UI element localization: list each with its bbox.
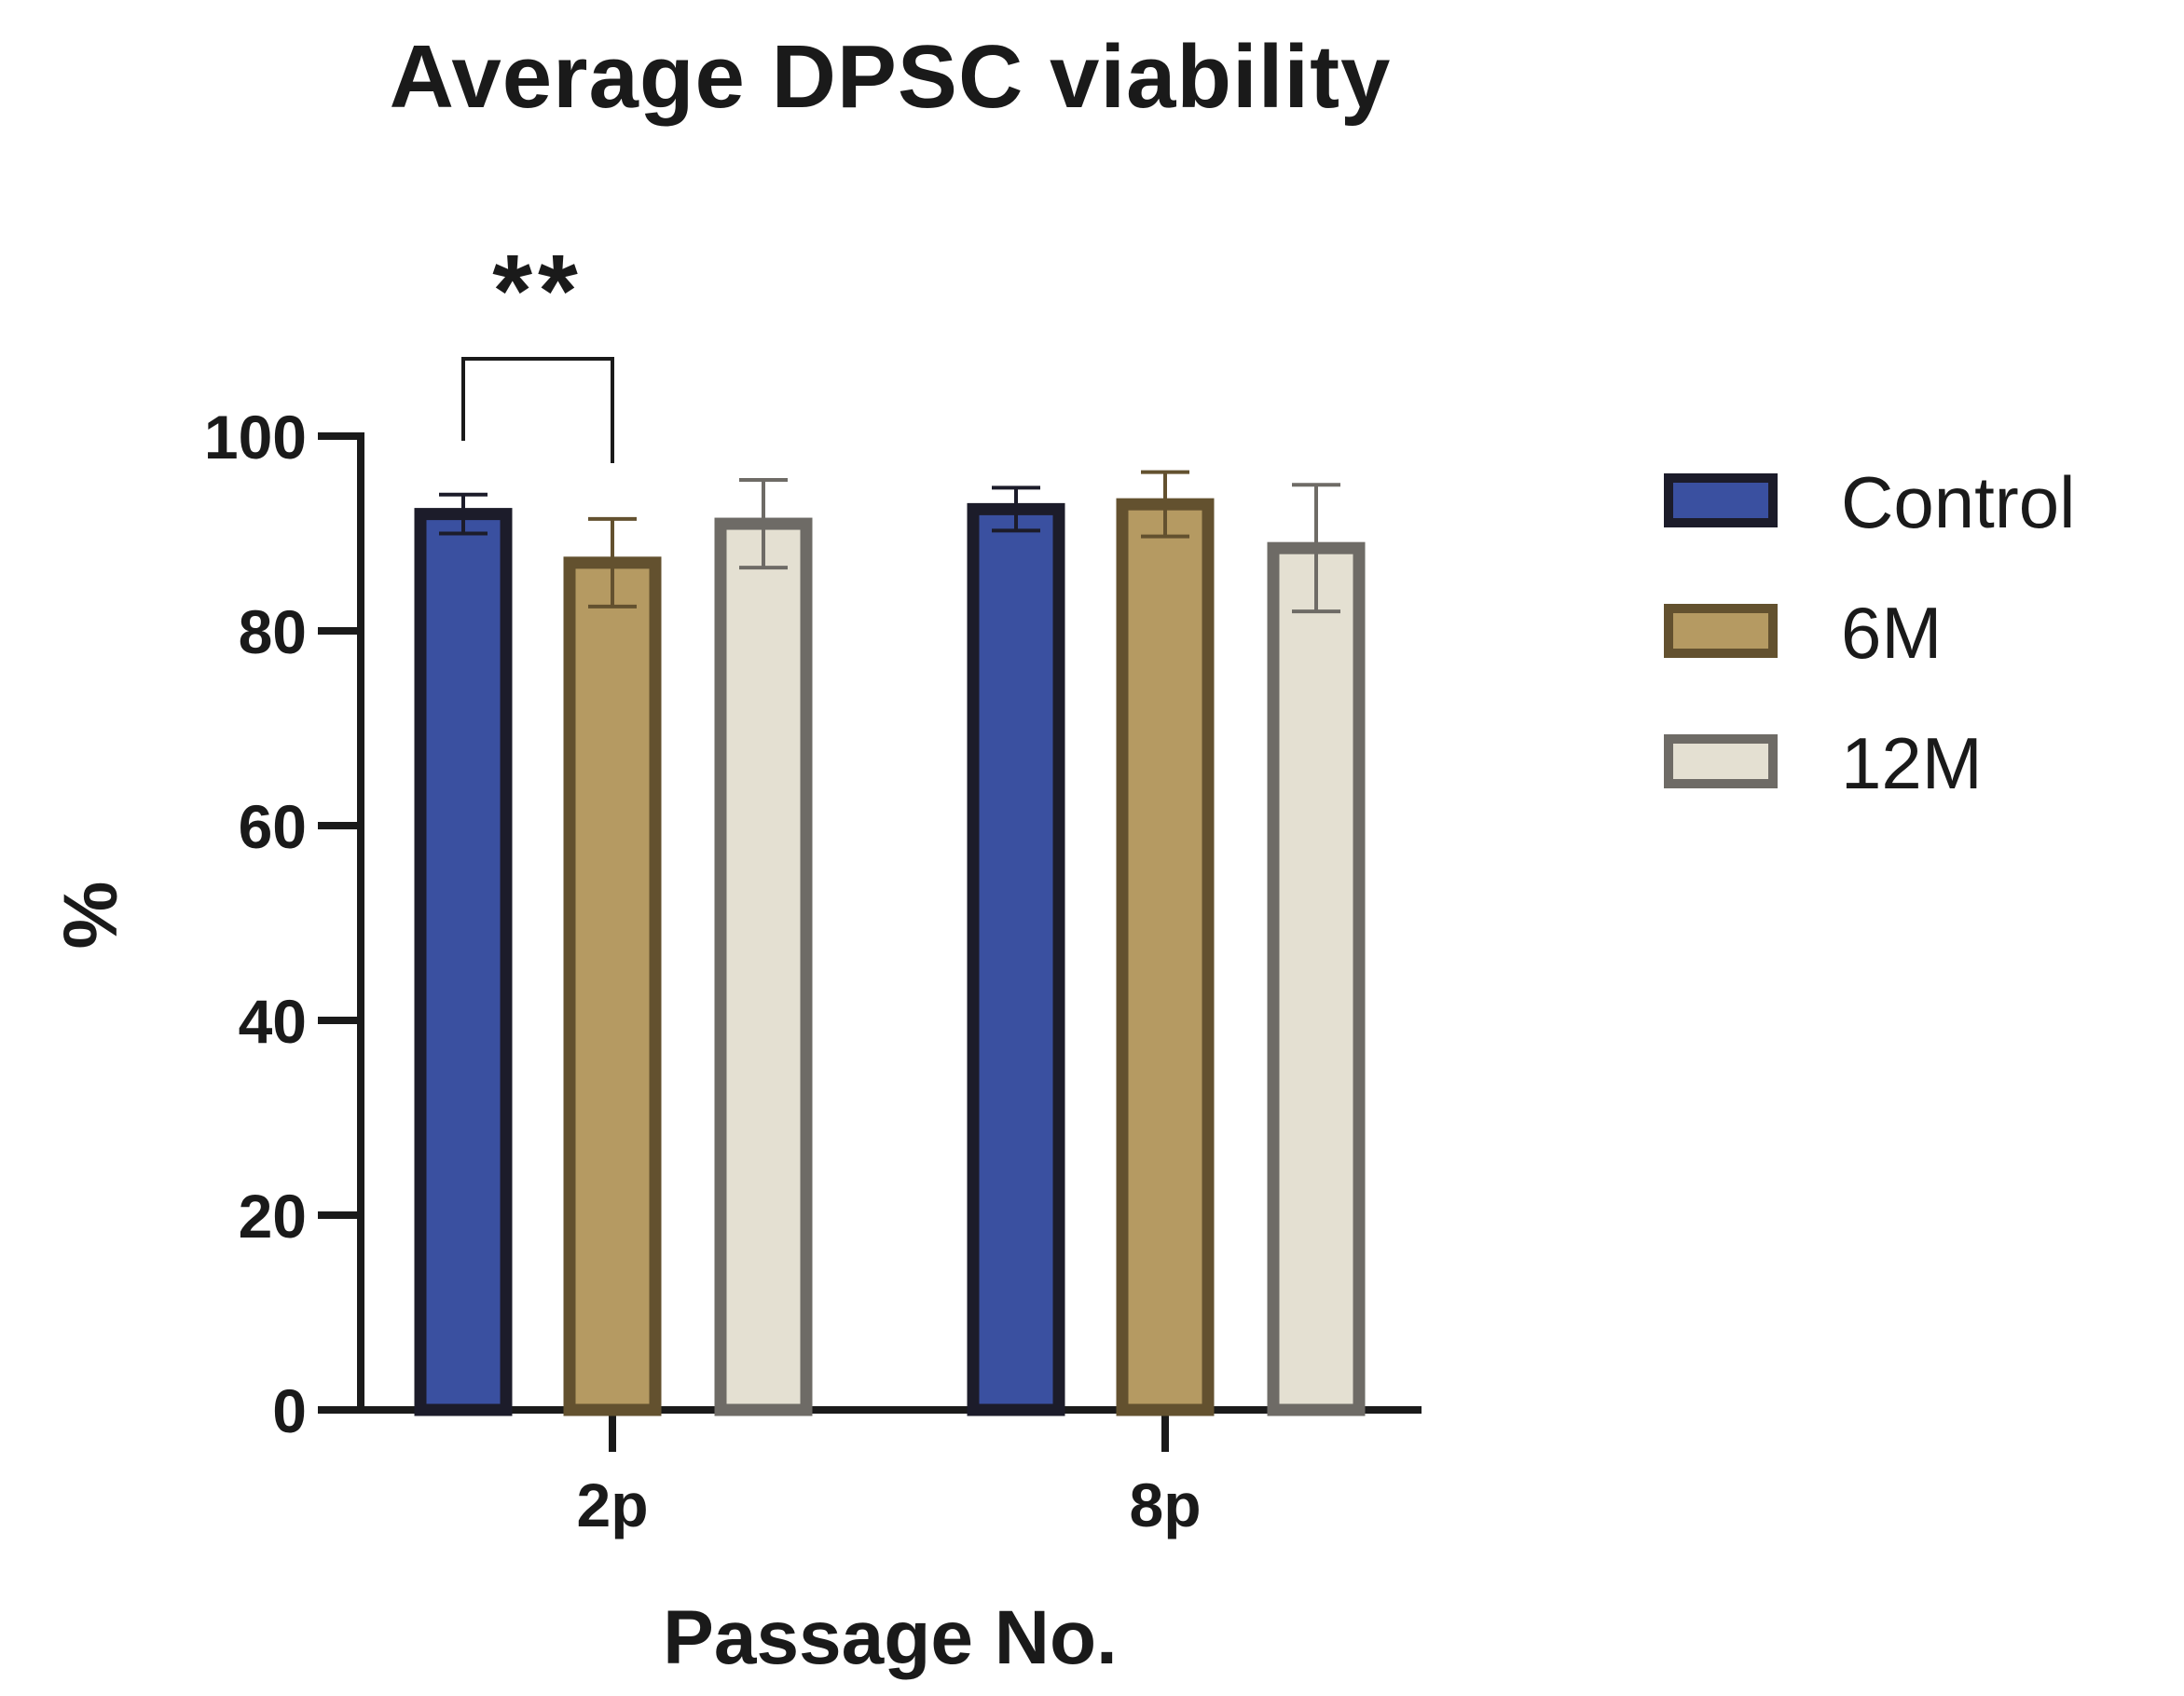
- y-tick-label: 100: [204, 403, 307, 472]
- bar-12m-8p: [1267, 541, 1366, 1416]
- significance-bracket: [461, 357, 614, 463]
- x-tick-label: 8p: [1129, 1470, 1201, 1539]
- legend-swatch-6m: [1664, 604, 1778, 658]
- legend-label-control: Control: [1841, 461, 2075, 543]
- x-axis-title: Passage No.: [663, 1595, 1118, 1680]
- y-tick-label: 20: [239, 1182, 307, 1251]
- bar-control-2p: [414, 508, 513, 1416]
- bar-12m-2p: [714, 517, 813, 1416]
- y-axis-title: %: [48, 882, 133, 950]
- bar-6m-2p: [563, 556, 662, 1416]
- bar-control-8p: [967, 502, 1065, 1416]
- y-tick-label: 60: [239, 792, 307, 861]
- error-bar-group: [439, 470, 1340, 614]
- legend-label-12m: 12M: [1841, 722, 1983, 804]
- chart-title: Average DPSC viability: [390, 27, 1392, 127]
- legend-swatch-control: [1664, 473, 1778, 527]
- y-tick-label: 80: [239, 597, 307, 666]
- x-tick-label: 2p: [576, 1470, 648, 1539]
- bar-6m-8p: [1116, 498, 1215, 1416]
- y-tick-label: 40: [239, 987, 307, 1056]
- y-axis: 0 20 40 60 80 100: [204, 403, 364, 1445]
- significance-label: **: [492, 234, 584, 349]
- x-axis: 2p 8p: [318, 1406, 1422, 1539]
- y-tick-label: 0: [272, 1376, 307, 1445]
- legend-label-6m: 6M: [1841, 592, 1942, 674]
- bar-series-group: [414, 498, 1366, 1416]
- legend: Control 6M 12M: [1664, 461, 2075, 804]
- significance-annotations: **: [461, 234, 614, 463]
- legend-swatch-12m: [1664, 734, 1778, 788]
